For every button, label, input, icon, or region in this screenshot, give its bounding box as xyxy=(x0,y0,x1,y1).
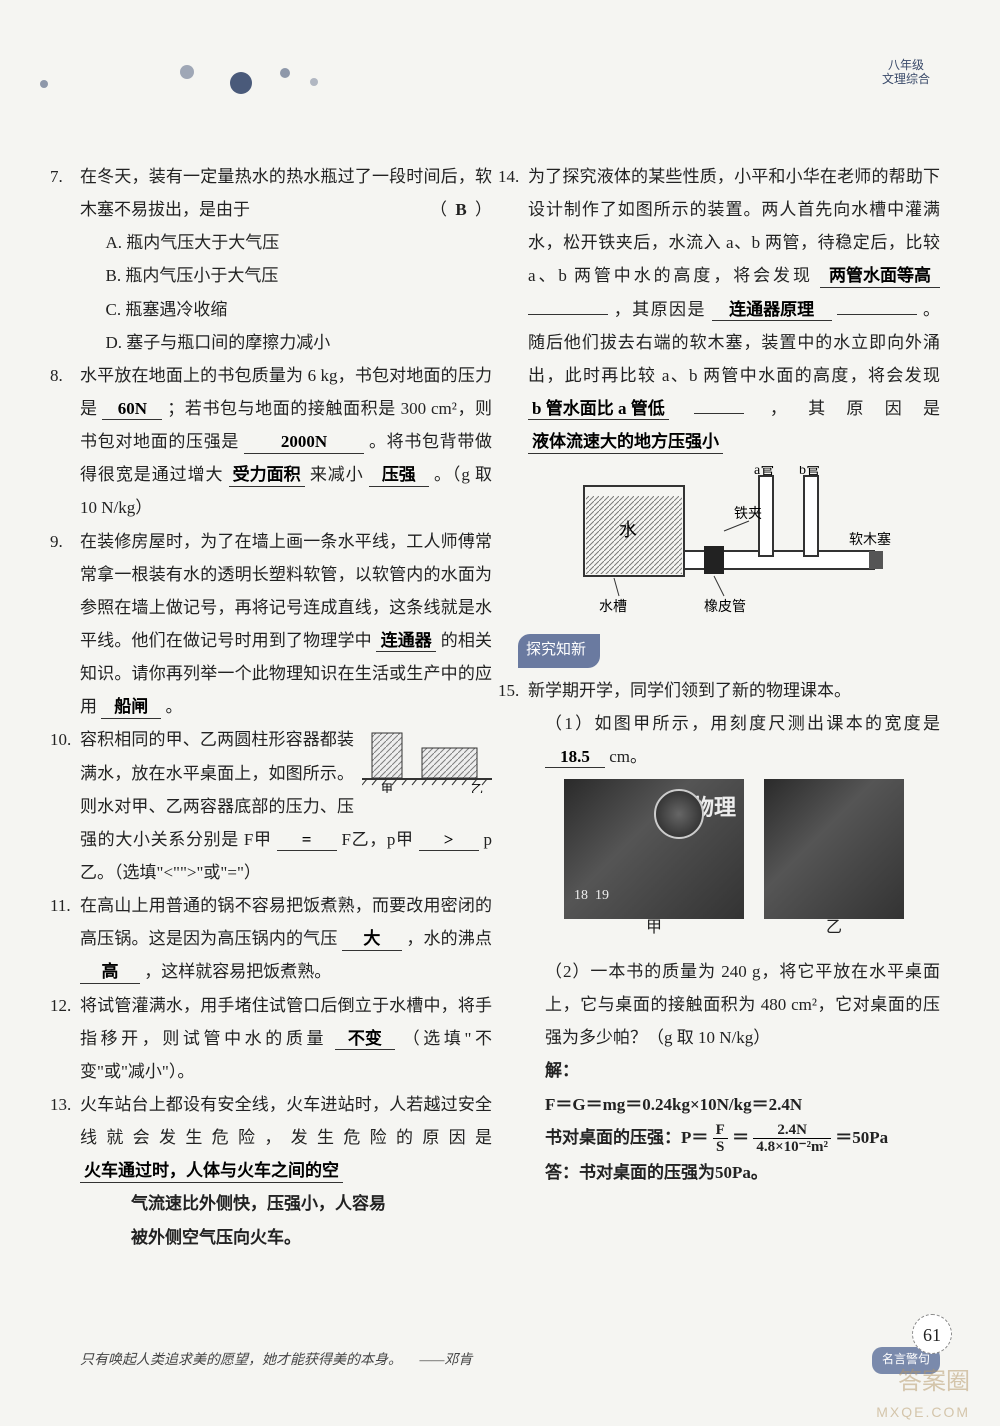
q15-figures: 物理 18 19 甲 乙 xyxy=(528,779,940,919)
footer-quote: 只有唤起人类追求美的愿望，她才能获得美的本身。 xyxy=(80,1353,402,1368)
content-columns: 7. 在冬天，装有一定量热水的热水瓶过了一段时间后，软木塞不易拔出，是由于 （B… xyxy=(80,160,940,1254)
grade-line1: 八年级 xyxy=(882,58,930,72)
q8-ans4: 压强 xyxy=(369,465,429,486)
q9-ans1: 连通器 xyxy=(376,631,436,652)
sol-label: 解： xyxy=(545,1054,940,1087)
q10-ans1: = xyxy=(277,830,337,851)
grade-line2: 文理综合 xyxy=(882,72,930,86)
q13-ans1b: 气流速比外侧快，压强小，人容易 xyxy=(80,1187,492,1220)
sol-line2: 书对桌面的压强：P＝ FS ＝ 2.4N4.8×10⁻²m² ＝50Pa xyxy=(545,1121,940,1156)
q9-ans2: 船闸 xyxy=(101,697,161,718)
q14-ans1: 两管水面等高 xyxy=(820,266,940,287)
question-15: 15. 新学期开学，同学们领到了新的物理课本。 （1）如图甲所示，用刻度尺测出课… xyxy=(528,674,940,773)
section-explore-header: 探究知新 xyxy=(518,634,600,667)
q8-ans3: 受力面积 xyxy=(229,465,305,486)
page-number: 61 xyxy=(912,1314,952,1354)
svg-text:铁夹: 铁夹 xyxy=(734,506,762,522)
q7-opt-b: B. 瓶内气压小于大气压 xyxy=(80,259,492,292)
question-7: 7. 在冬天，装有一定量热水的热水瓶过了一段时间后，软木塞不易拔出，是由于 （B… xyxy=(80,160,492,359)
q14-ans3: b 管水面比 a 管低 xyxy=(528,399,669,420)
q7-opt-d: D. 塞子与瓶口间的摩擦力减小 xyxy=(80,326,492,359)
question-8: 8. 水平放在地面上的书包质量为 6 kg，书包对地面的压力是 60N ；若书包… xyxy=(80,359,492,525)
q9-number: 9. xyxy=(50,525,63,558)
svg-text:a管: a管 xyxy=(754,466,774,478)
sol-answer: 答：书对桌面的压强为50Pa。 xyxy=(545,1156,940,1189)
q8-ans1: 60N xyxy=(102,399,162,420)
left-column: 7. 在冬天，装有一定量热水的热水瓶过了一段时间后，软木塞不易拔出，是由于 （B… xyxy=(80,160,492,1254)
q15-part2: （2）一本书的质量为 240 g，将它平放在水平桌面上，它与桌面的接触面积为 4… xyxy=(528,955,940,1054)
watermark-sub: MXQE.COM xyxy=(876,1399,970,1426)
svg-text:水槽: 水槽 xyxy=(599,599,627,615)
q7-number: 7. xyxy=(50,160,63,193)
page-footer: 只有唤起人类追求美的愿望，她才能获得美的本身。 ——邓肯 名言警句 xyxy=(80,1347,940,1374)
question-9: 9. 在装修房屋时，为了在墙上画一条水平线，工人师傅常常拿一根装有水的透明长塑料… xyxy=(80,525,492,724)
q11-ans2: 高 xyxy=(80,962,140,983)
q15-solution: 解： F＝G＝mg＝0.24kg×10N/kg＝2.4N 书对桌面的压强：P＝ … xyxy=(528,1054,940,1189)
q7-opt-a: A. 瓶内气压大于大气压 xyxy=(80,226,492,259)
q12-ans1: 不变 xyxy=(335,1029,395,1050)
q7-answer: B xyxy=(447,193,475,226)
header-decoration: 八年级 文理综合 xyxy=(0,30,1000,90)
q14-ans4: 液体流速大的地方压强小 xyxy=(528,432,723,453)
q13-number: 13. xyxy=(50,1088,71,1121)
q15-number: 15. xyxy=(498,674,519,707)
sol-line1: F＝G＝mg＝0.24kg×10N/kg＝2.4N xyxy=(545,1088,940,1121)
q11-ans1: 大 xyxy=(342,929,402,950)
svg-text:甲: 甲 xyxy=(381,782,393,793)
q15-fig-yi: 乙 xyxy=(764,779,904,919)
q14-ans2: 连通器原理 xyxy=(712,300,832,321)
q11-number: 11. xyxy=(50,889,71,922)
q10-ans2: > xyxy=(419,830,479,851)
q13-ans1: 火车通过时，人体与火车之间的空 xyxy=(80,1161,343,1182)
svg-text:b管: b管 xyxy=(799,466,820,478)
question-14: 14. 为了探究液体的某些性质，小平和小华在老师的帮助下设计制作了如图所示的装置… xyxy=(528,160,940,458)
q15-fig-jia: 物理 18 19 甲 xyxy=(564,779,744,919)
q15-p1-ans: 18.5 xyxy=(545,747,605,768)
q13-ans1c: 被外侧空气压向火车。 xyxy=(80,1221,492,1254)
q7-opt-c: C. 瓶塞遇冷收缩 xyxy=(80,293,492,326)
question-12: 12. 将试管灌满水，用手堵住试管口后倒立于水槽中，将手指移开，则试管中水的质量… xyxy=(80,989,492,1088)
svg-text:水: 水 xyxy=(619,520,637,540)
q8-ans2: 2000N xyxy=(244,432,364,453)
question-11: 11. 在高山上用普通的锅不容易把饭煮熟，而要改用密闭的高压锅。这是因为高压锅内… xyxy=(80,889,492,988)
q14-number: 14. xyxy=(498,160,519,193)
q12-number: 12. xyxy=(50,989,71,1022)
right-column: 14. 为了探究液体的某些性质，小平和小华在老师的帮助下设计制作了如图所示的装置… xyxy=(528,160,940,1254)
q10-number: 10. xyxy=(50,723,71,756)
svg-text:乙: 乙 xyxy=(471,782,483,793)
q14-figure: 水 a管 b管 铁夹 软木塞 橡皮管 水槽 xyxy=(528,466,940,616)
footer-author: ——邓肯 xyxy=(420,1353,473,1368)
grade-badge: 八年级 文理综合 xyxy=(882,58,930,87)
svg-text:软木塞: 软木塞 xyxy=(849,531,891,548)
q8-number: 8. xyxy=(50,359,63,392)
question-10: 10. 甲 乙 容积相同的甲、乙两圆柱形容器都装满水，放在水平桌面上，如图所示。… xyxy=(80,723,492,889)
svg-text:橡皮管: 橡皮管 xyxy=(704,599,746,615)
q10-figure: 甲 乙 xyxy=(362,723,492,804)
question-13: 13. 火车站台上都设有安全线，火车进站时，人若越过安全线就会发生危险，发生危险… xyxy=(80,1088,492,1254)
